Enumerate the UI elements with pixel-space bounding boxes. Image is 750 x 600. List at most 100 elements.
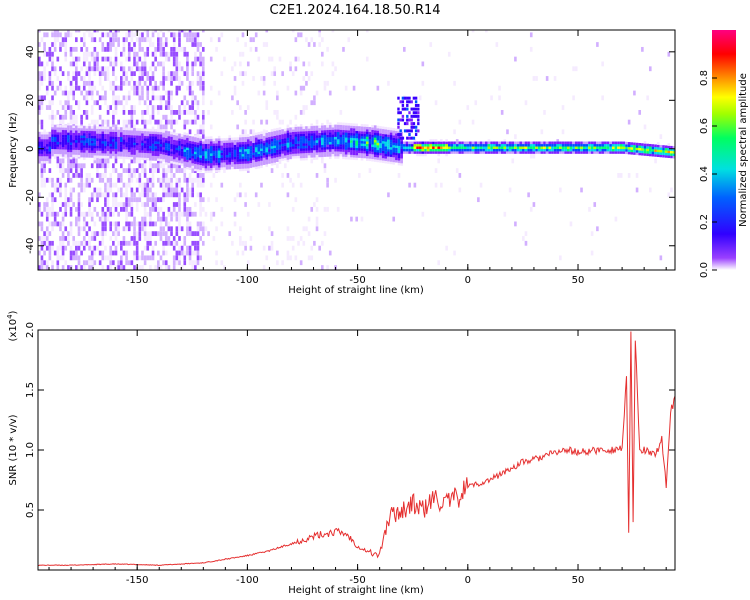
spectrogram-cell [630,149,634,153]
spectrogram-cell [268,245,271,251]
spectrogram-cell [561,141,565,145]
spectrogram-cell [167,76,171,81]
spectrogram-cell [175,90,179,96]
spectrogram-cell [399,111,402,115]
spectrogram-cell [297,240,300,246]
spectrogram-cell [545,148,549,152]
spectrogram-cell [151,163,155,169]
spectrogram-cell [239,146,242,150]
spectrogram-cell [321,156,324,160]
spectrogram-cell [59,132,62,135]
spectrogram-cell [172,154,176,157]
spectrogram-cell [233,159,237,162]
spectrogram-cell [90,95,94,101]
spectrogram-cell [72,132,75,136]
spectrogram-cell [368,143,372,147]
spectrogram-cell [149,221,152,227]
spectrogram-cell [667,152,671,156]
spectrogram-cell [159,197,163,203]
spectrogram-cell [90,126,94,129]
spectrogram-cell [254,161,258,165]
spectrogram-cell [180,187,184,193]
spectrogram-cell [574,146,578,149]
spectrogram-cell [207,197,210,203]
spectrogram-cell [125,255,128,261]
spectrogram-cell [379,126,382,129]
spectrogram-cell [64,56,68,62]
spectrogram-cell [643,124,647,130]
spectrogram-cell [122,105,126,110]
spectrogram-cell [45,240,49,246]
spectrogram-cell [252,37,255,43]
spectrogram-cell [80,90,83,96]
spectrogram-cell [302,148,306,151]
spectrogram-cell [212,145,216,149]
spectrogram-cell [302,138,306,142]
spectrogram-cell [75,66,78,72]
spectrogram-cell [302,150,306,154]
spectrogram-cell [51,153,54,157]
spectrogram-cell [130,158,134,164]
spectrogram-cell [527,146,530,149]
spectrogram-cell [384,134,388,137]
spectrogram-cell [117,139,120,142]
spectrogram-cell [519,151,522,154]
spectrogram-cell [413,141,417,145]
spectrogram-cell [130,192,134,198]
spectrogram-cell [432,139,435,142]
spectrogram-cell [482,141,485,145]
spectrogram-cell [318,149,321,153]
spectrogram-cell [59,187,62,193]
spectrogram-cell [191,32,195,38]
spectrogram-cell [69,142,73,145]
spectrogram-cell [114,131,118,135]
spectrogram-cell [365,129,369,132]
spectrogram-cell [270,129,274,132]
spectrogram-cell [138,46,142,52]
spectrogram-cell [384,153,388,157]
spectrogram-cell [175,119,179,125]
spectrogram-cell [188,187,192,193]
spectrogram-cell [75,173,78,178]
spectrogram-cell [133,132,136,136]
spectrogram-cell [141,110,144,115]
spectrogram-cell [56,56,60,62]
spectrogram-cell [514,148,517,152]
spectrogram-cell [186,56,189,62]
spectrogram-cell [43,51,46,57]
spectrogram-cell [167,100,171,106]
spectrogram-cell [384,155,388,159]
spectrogram-cell [225,142,229,146]
spectrogram-cell [191,66,195,72]
spectrogram-cell [101,255,105,261]
spectrogram-cell [403,143,406,147]
spectrogram-cell [416,141,419,145]
spectrogram-cell [276,149,279,153]
spectrogram-cell [328,141,332,145]
spectrogram-cell [125,127,128,131]
spectrogram-cell [440,146,443,149]
spectrogram-cell [315,125,319,129]
spectrogram-cell [273,135,277,139]
spectrogram-cell [543,151,546,154]
spectrogram-cell [149,265,152,270]
spectrogram-cell [180,163,184,166]
spectrogram-cell [40,61,44,67]
spectrogram-cell [149,138,152,142]
spectrogram-cell [180,110,184,115]
spectrogram-cell [133,137,136,141]
spectrogram-cell [233,144,237,148]
spectrogram-cell [112,153,115,157]
spectrogram-cell [315,173,319,178]
spectrogram-cell [379,133,382,136]
spectrogram-cell [43,71,46,77]
spectrogram-cell [246,156,250,159]
spectrogram-cell [601,151,604,154]
spectrogram-cell [220,221,224,227]
spectrogram-cell [323,125,327,128]
spectrogram-cell [315,130,319,134]
spectrogram-cell [479,143,483,147]
spectrogram-cell [119,260,123,266]
spectrogram-cell [43,129,46,135]
spectrogram-cell [207,167,210,171]
